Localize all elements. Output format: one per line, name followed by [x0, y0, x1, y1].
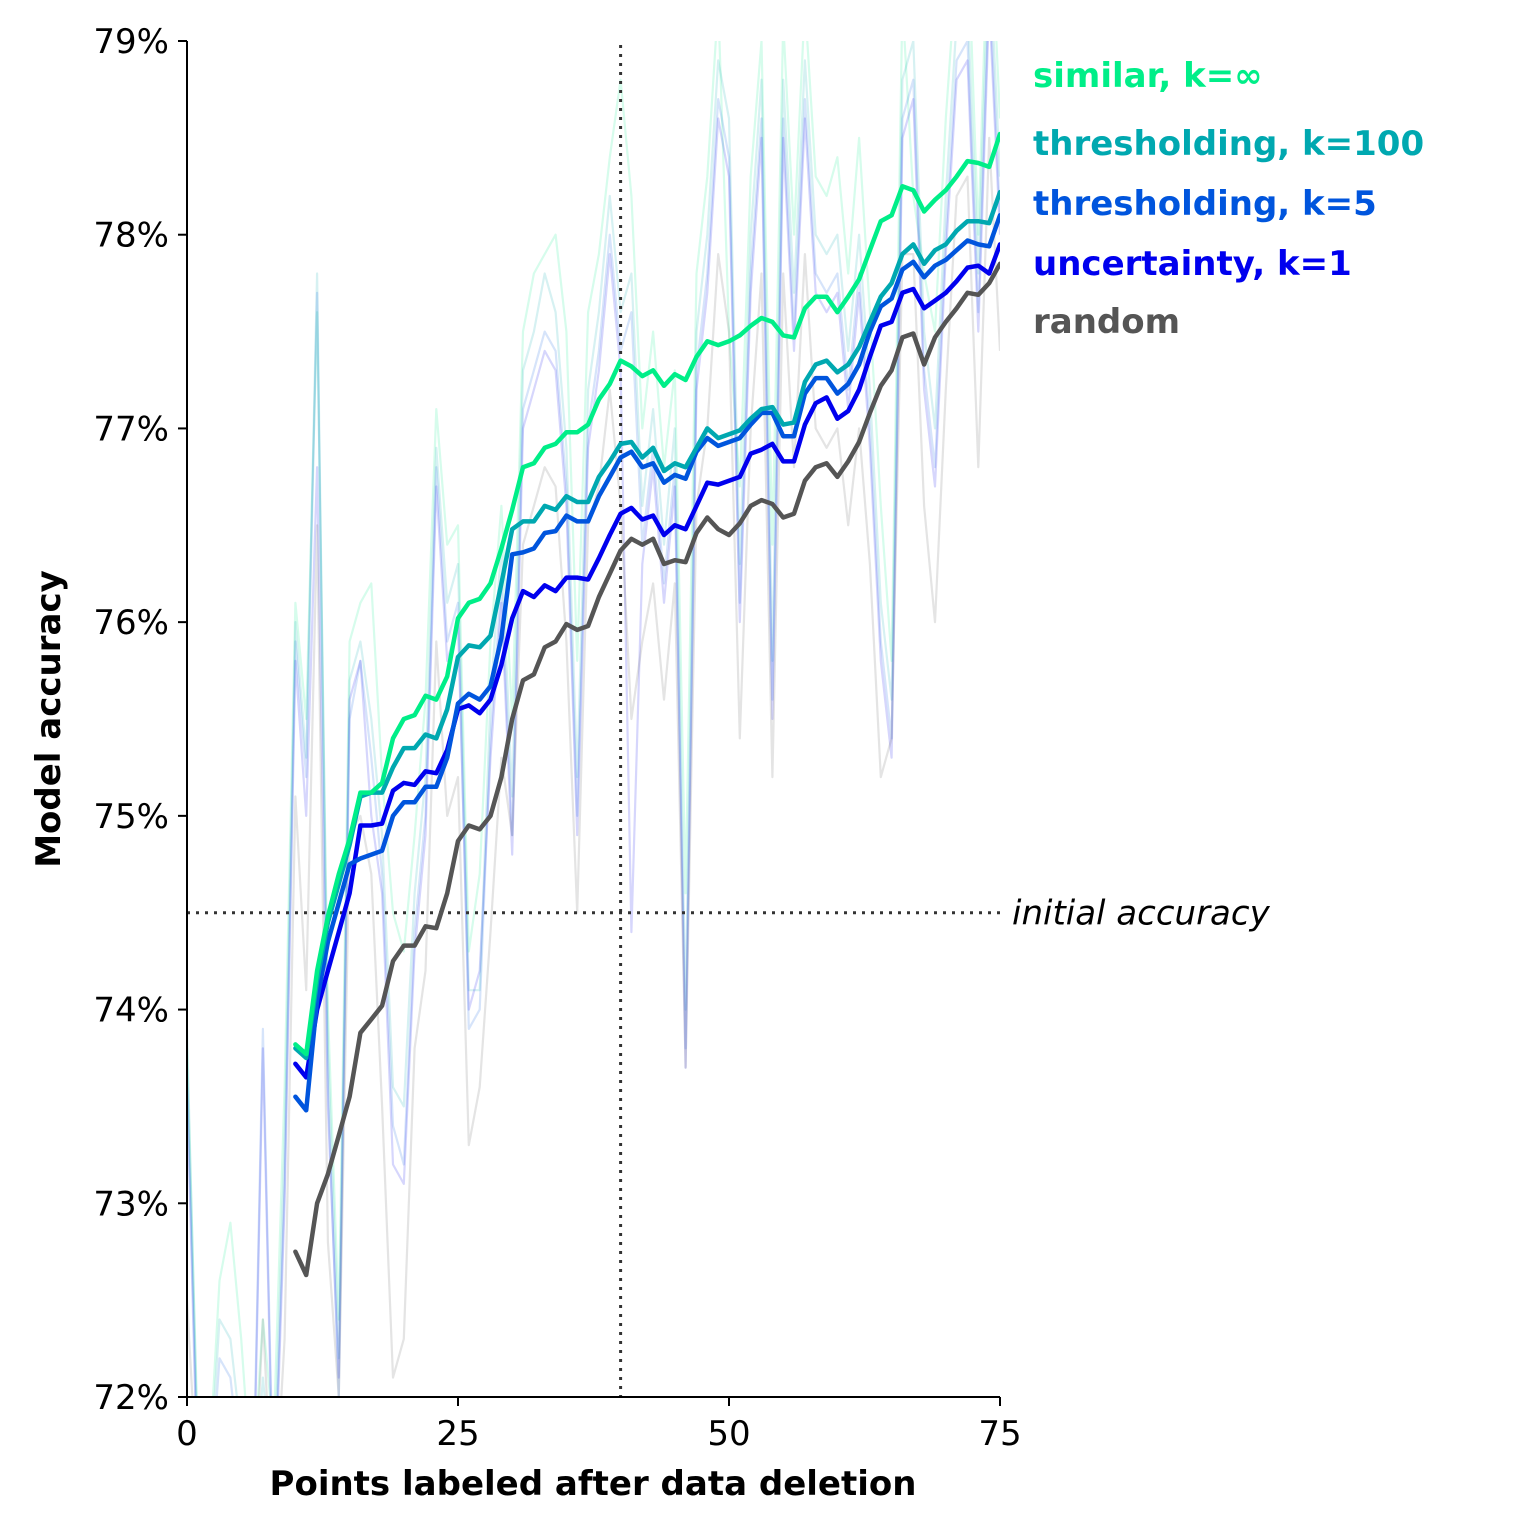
axes: 0 25 50 75 72% 73% 74% 75% 76% 77% 78% 79%	[93, 22, 1021, 1454]
x-axis-title: Points labeled after data deletion	[270, 1464, 917, 1504]
legend-label-thresholding-k-100: thresholding, k=100	[1033, 124, 1424, 164]
y-tick-label: 78%	[93, 216, 169, 256]
y-tick-label: 72%	[93, 1378, 169, 1418]
initial-accuracy-label: initial accuracy	[1012, 894, 1271, 934]
series-line-random	[293, 261, 1000, 1278]
y-tick-label: 75%	[93, 797, 169, 837]
series-line-uncertainty-k-1	[293, 242, 1000, 1080]
x-tick-label: 0	[176, 1414, 198, 1454]
run-trace-thresholding-k-100	[187, 41, 1000, 1397]
y-tick-label: 77%	[93, 409, 169, 449]
x-tick-label: 25	[436, 1414, 479, 1454]
legend: similar, k=∞ thresholding, k=100 threshold…	[1033, 56, 1424, 342]
run-trace-similar-k	[187, 41, 1000, 1397]
series-line-thresholding-k-100	[293, 189, 1000, 1061]
y-axis-title: Model accuracy	[29, 570, 69, 868]
x-tick-label: 50	[707, 1414, 750, 1454]
legend-label-similar-k: similar, k=∞	[1033, 56, 1263, 96]
y-tick-label: 74%	[93, 991, 169, 1031]
y-tick-label: 79%	[93, 22, 169, 62]
legend-label-thresholding-k-5: thresholding, k=5	[1033, 184, 1377, 224]
series-line-thresholding-k-5	[293, 213, 1000, 1113]
legend-label-random: random	[1033, 302, 1180, 342]
x-tick-label: 75	[978, 1414, 1021, 1454]
mean-series-lines	[293, 131, 1000, 1278]
series-line-similar-k	[293, 131, 1000, 1057]
reference-lines: initial accuracy	[187, 45, 1271, 1397]
y-tick-label: 73%	[93, 1184, 169, 1224]
y-tick-label: 76%	[93, 603, 169, 643]
legend-label-uncertainty-k-1: uncertainty, k=1	[1033, 244, 1352, 284]
